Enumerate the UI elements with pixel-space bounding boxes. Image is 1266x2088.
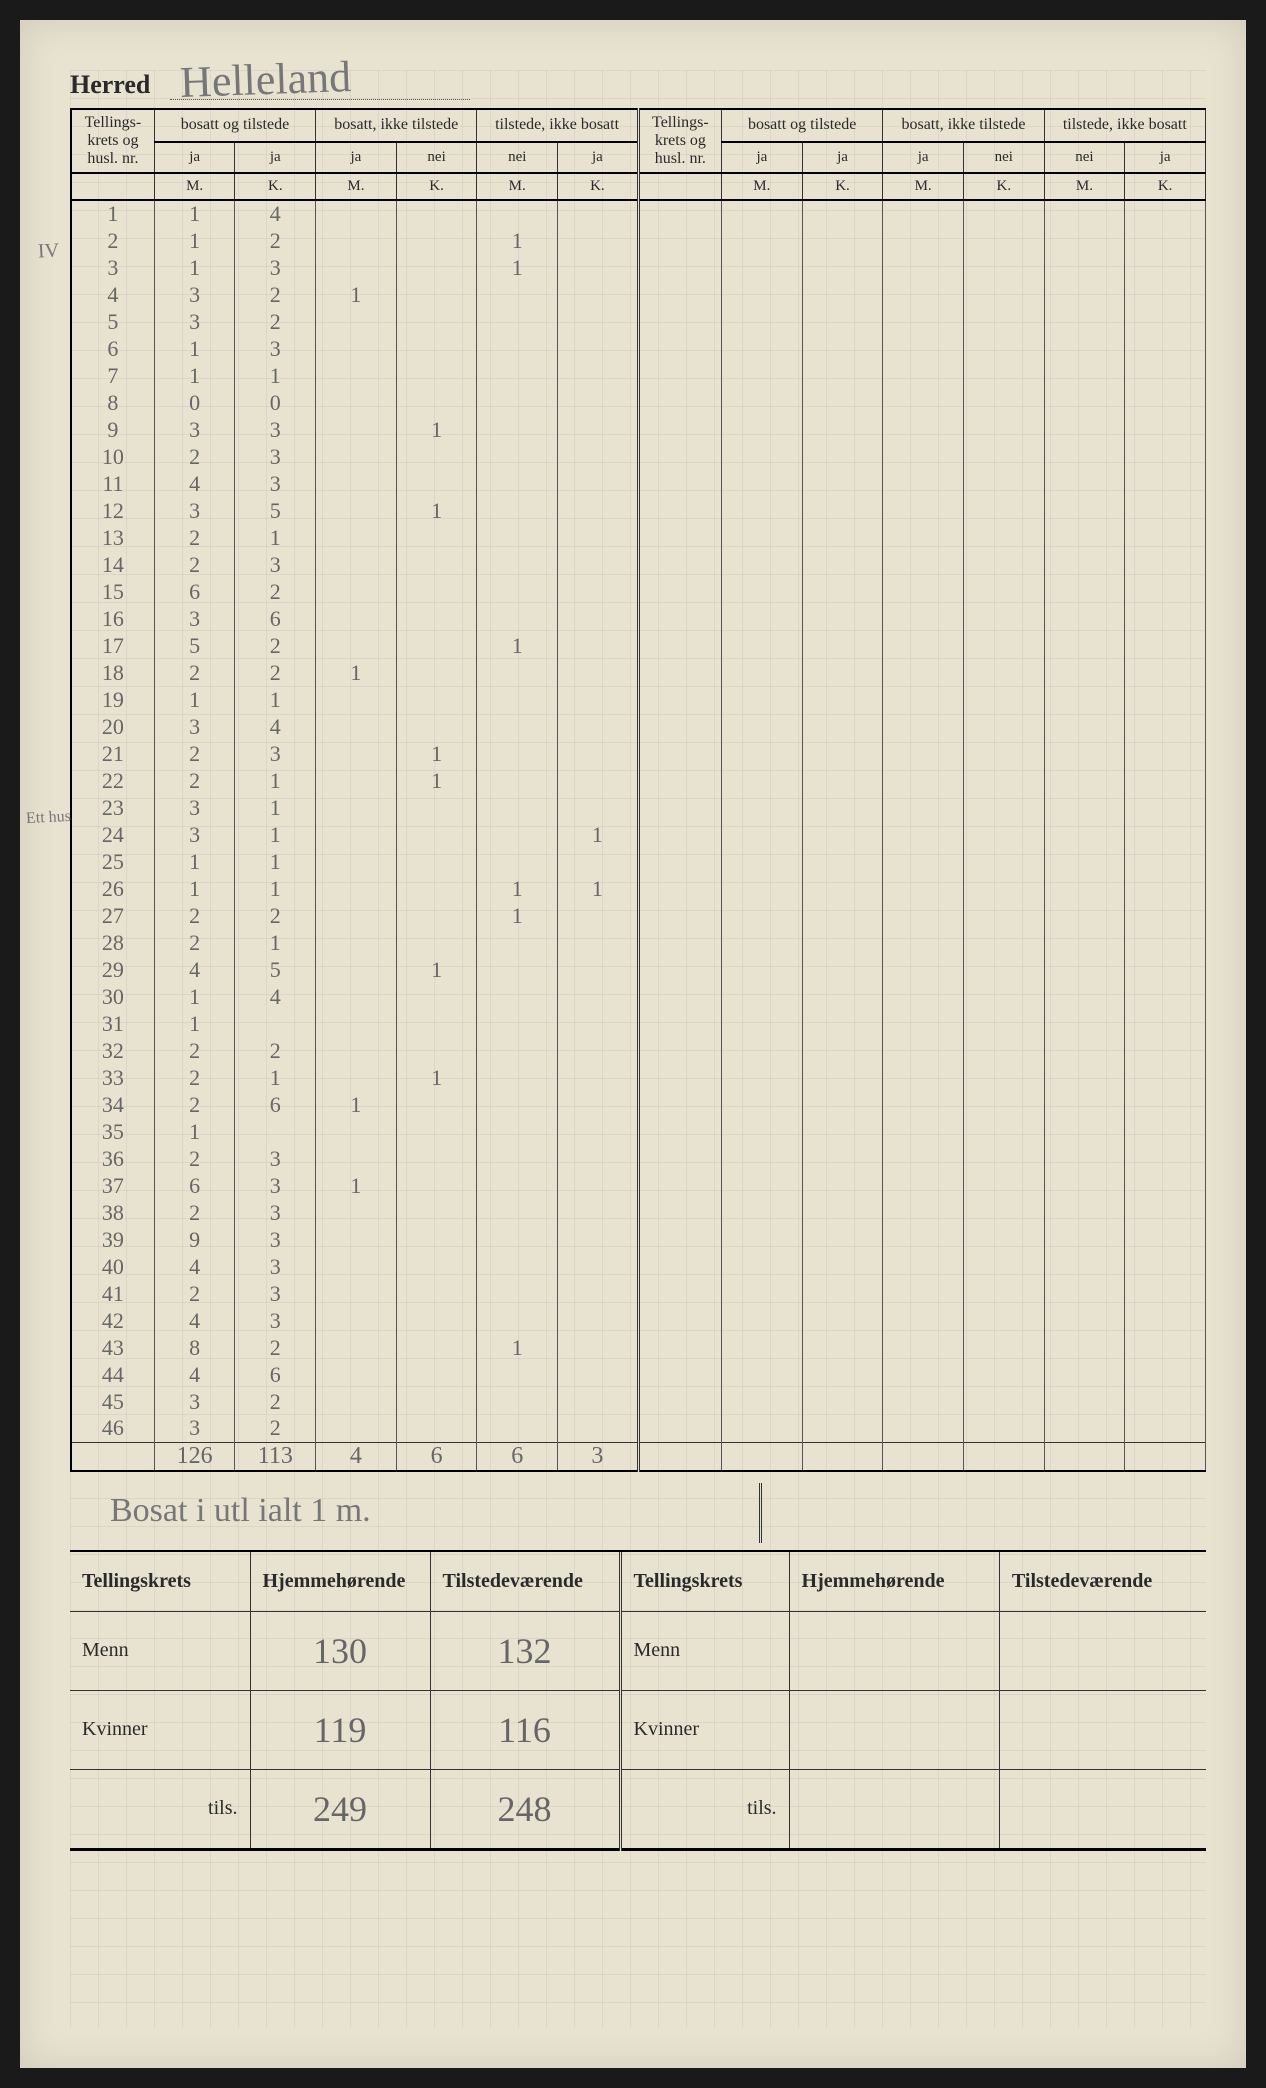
col-g1c: tilstede, ikke bosatt: [477, 109, 638, 142]
table-row: 800: [71, 389, 1206, 416]
summary-table: Tellingskrets Hjemmehørende Tilstedevære…: [70, 1552, 1206, 1851]
table-row: 4321: [71, 281, 1206, 308]
summary-row-menn: Menn 130 132 Menn: [70, 1611, 1206, 1690]
summary-row-kvinner: Kvinner 119 116 Kvinner: [70, 1690, 1206, 1769]
herred-field: Helleland: [170, 70, 470, 100]
col-g1b: bosatt, ikke tilstede: [316, 109, 477, 142]
table-row: 4243: [71, 1307, 1206, 1334]
table-row: 34261: [71, 1091, 1206, 1118]
table-row: 2511: [71, 848, 1206, 875]
table-row: 22211: [71, 767, 1206, 794]
note-text: Bosat i utl ialt 1 m.: [110, 1492, 371, 1529]
table-row: 3014: [71, 983, 1206, 1010]
margin-iv: IV: [37, 239, 59, 263]
sum-h5: Hjemmehørende: [789, 1552, 999, 1612]
table-row: 532: [71, 308, 1206, 335]
totals-row: 1261134663: [71, 1442, 1206, 1471]
table-row: 21231: [71, 740, 1206, 767]
table-row: 3623: [71, 1145, 1206, 1172]
sum-h2: Hjemmehørende: [250, 1552, 430, 1612]
col-g1a: bosatt og tilstede: [154, 109, 315, 142]
col-g2a: bosatt og tilstede: [722, 109, 883, 142]
sum-h3: Tilstedeværende: [430, 1552, 620, 1612]
table-row: 37631: [71, 1172, 1206, 1199]
header: Herred Helleland: [70, 70, 1206, 100]
sum-h1: Tellingskrets: [70, 1552, 250, 1612]
table-row: 311: [71, 1010, 1206, 1037]
table-row: 43821: [71, 1334, 1206, 1361]
table-row: 4043: [71, 1253, 1206, 1280]
table-row: 3993: [71, 1226, 1206, 1253]
table-row: 261111: [71, 875, 1206, 902]
table-row: 1423: [71, 551, 1206, 578]
herred-label: Herred: [70, 70, 150, 100]
margin-ett-hus: Ett hus: [26, 809, 72, 827]
table-row: 3222: [71, 1037, 1206, 1064]
table-row: 114: [71, 200, 1206, 227]
table-row: 4632: [71, 1415, 1206, 1442]
note-line: Bosat i utl ialt 1 m.: [70, 1472, 1206, 1552]
table-row: 33211: [71, 1064, 1206, 1091]
table-row: 27221: [71, 902, 1206, 929]
table-row: 24311: [71, 821, 1206, 848]
table-row: 2121: [71, 227, 1206, 254]
herred-value: Helleland: [180, 51, 353, 108]
table-row: 3131: [71, 254, 1206, 281]
table-head: Tellings-krets og husl. nr. bosatt og ti…: [71, 109, 1206, 200]
table-row: 29451: [71, 956, 1206, 983]
census-page: IV Ett hus Herred Helleland Tellings-kre…: [20, 20, 1246, 2068]
table-row: 2034: [71, 713, 1206, 740]
table-row: 1636: [71, 605, 1206, 632]
table-row: 613: [71, 335, 1206, 362]
col-g2c: tilstede, ikke bosatt: [1044, 109, 1205, 142]
table-row: 1562: [71, 578, 1206, 605]
table-row: 1143: [71, 470, 1206, 497]
col-g2b: bosatt, ikke tilstede: [883, 109, 1044, 142]
table-row: 711: [71, 362, 1206, 389]
table-row: 17521: [71, 632, 1206, 659]
table-row: 18221: [71, 659, 1206, 686]
table-body: 1142121313143215326137118009331102311431…: [71, 200, 1206, 1471]
sum-h6: Tilstedeværende: [999, 1552, 1206, 1612]
table-row: 2821: [71, 929, 1206, 956]
table-row: 3823: [71, 1199, 1206, 1226]
table-row: 1321: [71, 524, 1206, 551]
table-row: 1911: [71, 686, 1206, 713]
table-row: 12351: [71, 497, 1206, 524]
col-krets-1: Tellings-krets og husl. nr.: [71, 109, 154, 173]
table-row: 2331: [71, 794, 1206, 821]
table-row: 4123: [71, 1280, 1206, 1307]
col-krets-2: Tellings-krets og husl. nr.: [638, 109, 721, 173]
table-row: 4446: [71, 1361, 1206, 1388]
main-table: Tellings-krets og husl. nr. bosatt og ti…: [70, 108, 1206, 1472]
summary-row-tils: tils. 249 248 tils.: [70, 1769, 1206, 1849]
table-row: 4532: [71, 1388, 1206, 1415]
sum-h4: Tellingskrets: [620, 1552, 789, 1612]
table-row: 9331: [71, 416, 1206, 443]
table-row: 1023: [71, 443, 1206, 470]
table-row: 351: [71, 1118, 1206, 1145]
